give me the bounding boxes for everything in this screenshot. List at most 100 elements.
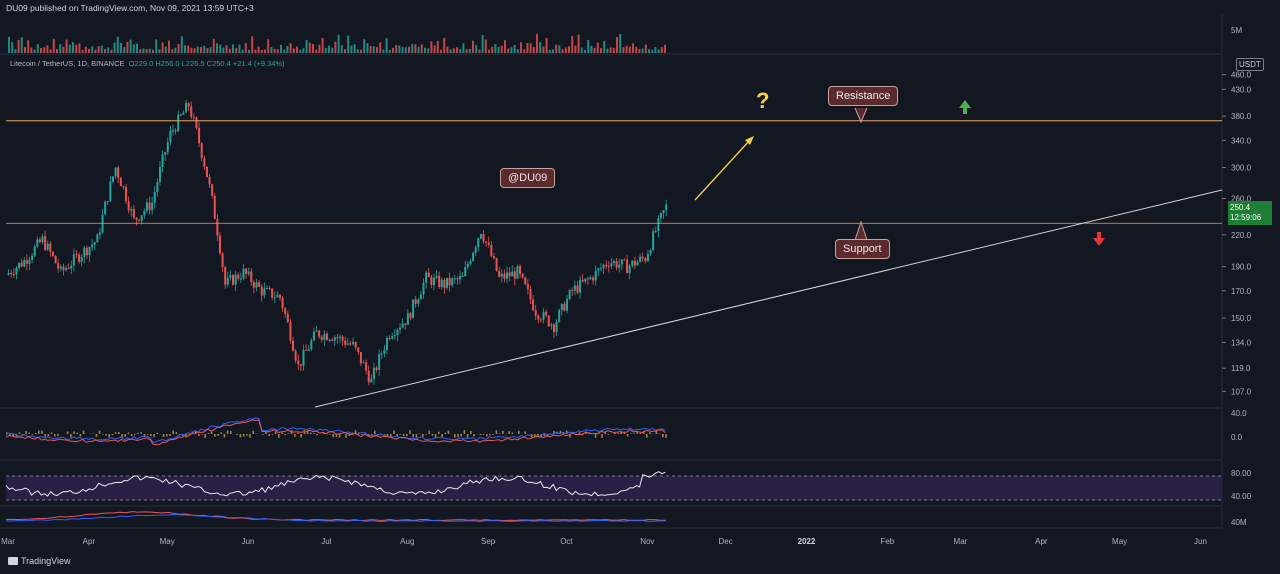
candle-body <box>500 273 503 277</box>
macd-histogram-bar <box>511 432 514 434</box>
volume-bar <box>456 47 458 53</box>
candle-body <box>626 259 629 274</box>
macd-histogram-bar <box>281 432 283 434</box>
volume-bar <box>190 47 193 53</box>
candle-body <box>114 167 117 177</box>
volume-bar <box>446 46 449 53</box>
unit-tag[interactable]: USDT <box>1236 58 1264 71</box>
volume-bar <box>164 46 167 53</box>
macd-histogram-bar <box>153 434 155 438</box>
candle-body <box>573 285 576 291</box>
candle-body <box>662 210 665 214</box>
tradingview-logo-icon <box>8 557 18 565</box>
candle-body <box>409 313 412 319</box>
macd-histogram-bar <box>601 434 603 438</box>
macd-histogram-bar <box>438 431 440 434</box>
candle-body <box>156 181 159 193</box>
candle-body <box>597 268 600 271</box>
volume-bar <box>443 37 446 53</box>
volume-bar <box>398 45 401 53</box>
macd-histogram-bar <box>649 432 651 434</box>
volume-bar <box>334 41 337 53</box>
candle-body <box>258 282 261 287</box>
candle-body <box>158 166 161 182</box>
volume-bar <box>545 38 548 53</box>
candle-body <box>250 271 253 283</box>
volume-bar <box>312 44 314 53</box>
volume-bar <box>129 39 132 53</box>
candle-body <box>359 352 362 364</box>
candle-body <box>65 268 68 270</box>
tradingview-footer[interactable]: TradingView <box>8 556 71 566</box>
volume-bar <box>507 48 510 53</box>
candle-body <box>492 256 495 259</box>
candle-body <box>135 217 138 220</box>
candle-body <box>289 322 292 341</box>
candle-body <box>216 218 219 236</box>
volume-bar <box>248 49 250 53</box>
volume-bar <box>225 45 228 53</box>
macd-histogram-bar <box>502 430 504 434</box>
candle-body <box>132 208 135 218</box>
candle-body <box>70 265 73 269</box>
candle-body <box>245 268 248 274</box>
resistance-callout[interactable]: Resistance <box>828 86 899 106</box>
candle-body <box>469 260 472 264</box>
volume-bar <box>126 41 129 53</box>
macd-histogram-bar <box>422 434 424 437</box>
pane-tick-label: 80.00 <box>1231 469 1252 478</box>
candle-body <box>372 367 375 379</box>
candle-body <box>453 278 456 280</box>
macd-histogram-bar <box>105 434 107 436</box>
macd-histogram-bar <box>348 434 350 437</box>
author-callout[interactable]: @DU09 <box>500 168 556 188</box>
macd-histogram-bar <box>28 432 30 434</box>
candle-body <box>179 114 182 116</box>
macd-histogram-bar <box>518 430 520 434</box>
volume-bar <box>548 49 551 53</box>
volume-bar <box>232 44 234 53</box>
volume-bar <box>68 44 71 53</box>
volume-bar <box>123 47 126 53</box>
macd-histogram-bar <box>354 430 357 434</box>
candle-body <box>182 112 185 115</box>
macd-histogram-bar <box>223 434 226 438</box>
candle-body <box>237 274 240 279</box>
macd-histogram-bar <box>54 434 56 437</box>
candle-body <box>466 263 469 268</box>
candle-body <box>185 103 188 113</box>
macd-histogram-bar <box>489 434 491 436</box>
candle-body <box>325 333 328 341</box>
volume-bar <box>17 40 20 53</box>
volume-bar <box>600 48 602 53</box>
candle-body <box>440 279 443 288</box>
candle-body <box>422 282 425 295</box>
volume-bar <box>587 39 590 53</box>
volume-bar <box>494 44 497 53</box>
candle-body <box>78 254 81 262</box>
volume-bar <box>203 45 206 53</box>
volume-bar <box>417 46 420 53</box>
candle-body <box>659 213 662 219</box>
candle-body <box>195 117 198 128</box>
candle-body <box>281 297 284 309</box>
candle-body <box>292 340 295 351</box>
candle-body <box>547 315 550 327</box>
volume-bar <box>65 39 68 53</box>
macd-histogram-bar <box>310 432 312 434</box>
candle-body <box>122 186 125 188</box>
candle-body <box>169 130 172 142</box>
volume-bar <box>510 47 513 53</box>
candle-body <box>93 242 96 245</box>
macd-histogram-bar <box>98 430 101 434</box>
volume-bar <box>564 47 567 53</box>
macd-histogram-bar <box>274 431 277 434</box>
macd-histogram-bar <box>44 434 46 437</box>
volume-bar <box>280 44 282 53</box>
macd-histogram-bar <box>182 434 184 437</box>
support-callout[interactable]: Support <box>835 239 890 259</box>
macd-histogram-bar <box>332 434 334 438</box>
candle-body <box>205 166 208 178</box>
volume-bar <box>177 43 180 53</box>
